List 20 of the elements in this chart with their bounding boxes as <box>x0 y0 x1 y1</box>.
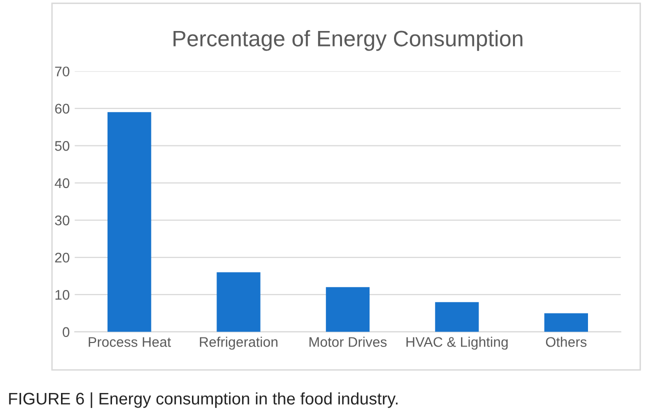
y-tick-label: 50 <box>54 141 70 151</box>
y-tick-label: 30 <box>54 215 70 226</box>
x-tick-label: Motor Drives <box>310 336 387 347</box>
x-tick-label: Others <box>546 336 586 347</box>
bar <box>544 313 588 332</box>
caption: FIGURE 6 | Energy consumption in the food industry. <box>9 392 398 408</box>
y-tick-label: 20 <box>55 252 70 263</box>
bar <box>326 287 370 332</box>
y-tick-label: 60 <box>55 104 70 114</box>
x-tick-label: HVAC & Lighting <box>406 336 508 350</box>
y-tick-label: 40 <box>54 178 70 188</box>
y-tick-label: 10 <box>56 290 70 300</box>
y-tick-label: 70 <box>55 66 70 76</box>
x-tick-label: Process Heat <box>88 337 171 347</box>
y-tick-label: 0 <box>62 327 70 338</box>
bar <box>108 112 152 332</box>
bar <box>435 302 479 332</box>
x-tick-label: Refrigeration <box>200 336 278 350</box>
chart-title: Percentage of Energy Consumption <box>174 30 522 51</box>
bar <box>216 272 260 332</box>
